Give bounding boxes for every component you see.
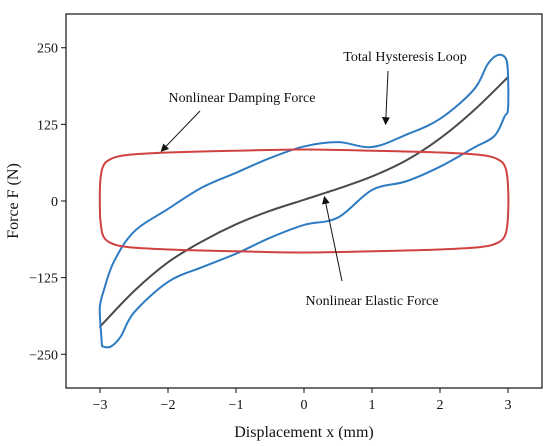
y-tick-label: −250 bbox=[29, 348, 58, 363]
y-axis-ticks: −250 −125 0 125 250 bbox=[29, 42, 66, 363]
annotation-nonlinear-elastic-force-arrow bbox=[321, 195, 343, 282]
x-axis-ticks: −3 −2 −1 0 1 2 3 bbox=[93, 388, 512, 413]
series-layer bbox=[98, 53, 510, 349]
x-tick-label: −3 bbox=[93, 398, 108, 413]
series-nonlinear-damping-force-line bbox=[98, 148, 510, 254]
x-tick-label: −2 bbox=[161, 398, 176, 413]
annotation-layer: Total Hysteresis Loop Nonlinear Damping F… bbox=[160, 50, 467, 309]
annotation-nonlinear-elastic-force-label: Nonlinear Elastic Force bbox=[306, 294, 439, 309]
series-total-hysteresis-loop-line bbox=[98, 53, 510, 349]
annotation-nonlinear-damping-force-arrow bbox=[160, 110, 201, 152]
y-axis-title: Force F (N) bbox=[5, 163, 22, 239]
annotation-total-hysteresis-loop-arrow bbox=[381, 70, 390, 126]
series-nonlinear-elastic-force-line bbox=[99, 76, 509, 328]
x-tick-label: −1 bbox=[229, 398, 244, 413]
y-tick-label: 0 bbox=[51, 195, 58, 210]
annotation-nonlinear-damping-force-label: Nonlinear Damping Force bbox=[169, 91, 316, 106]
x-tick-label: 3 bbox=[505, 398, 512, 413]
y-tick-label: 125 bbox=[37, 118, 58, 133]
plot-frame bbox=[65, 13, 543, 389]
annotation-total-hysteresis-loop-label: Total Hysteresis Loop bbox=[343, 50, 466, 65]
x-tick-label: 1 bbox=[369, 398, 376, 413]
x-axis-title: Displacement x (mm) bbox=[234, 424, 374, 441]
y-tick-label: 250 bbox=[37, 42, 58, 57]
y-tick-label: −125 bbox=[29, 272, 58, 287]
x-tick-label: 2 bbox=[437, 398, 444, 413]
x-tick-label: 0 bbox=[301, 398, 308, 413]
